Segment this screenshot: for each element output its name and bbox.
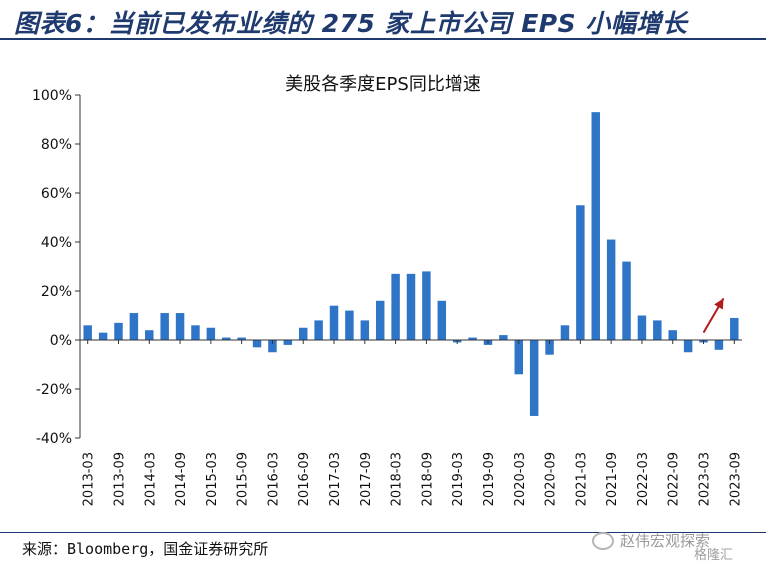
bar: [560, 325, 570, 340]
y-tick-label: 40%: [41, 235, 72, 251]
bar: [252, 340, 262, 348]
y-tick-label: 80%: [41, 137, 72, 153]
bar: [98, 332, 108, 340]
x-tick-label: 2013-09: [112, 452, 127, 506]
bar: [83, 325, 92, 340]
bar: [730, 317, 739, 340]
x-tick-label: 2022-03: [636, 452, 651, 506]
watermark: 赵伟宏观探索 格隆汇: [592, 530, 762, 563]
bar: [653, 320, 662, 340]
bar: [345, 310, 354, 340]
bar: [222, 337, 231, 340]
bar: [329, 305, 339, 340]
bar: [622, 261, 631, 340]
bar: [576, 205, 585, 340]
bar: [591, 112, 600, 341]
y-tick-label: 20%: [41, 284, 72, 300]
x-tick-label: 2016-03: [266, 452, 281, 506]
bar: [606, 239, 616, 340]
chart-title: 美股各季度EPS同比增速: [285, 74, 481, 95]
bar: [206, 327, 216, 340]
y-tick-label: 0%: [50, 333, 72, 349]
watermark-text: 赵伟宏观探索: [620, 532, 711, 550]
x-tick-label: 2014-09: [174, 452, 189, 506]
x-tick-label: 2022-09: [667, 452, 682, 506]
bar: [529, 340, 539, 416]
x-tick-label: 2015-09: [236, 452, 251, 506]
bar: [437, 300, 447, 340]
bar: [375, 300, 385, 340]
figure-title: 图表6：当前已发布业绩的 275 家上市公司 EPS 小幅增长: [14, 9, 688, 38]
y-tick-label: -40%: [36, 431, 72, 447]
bar: [499, 335, 508, 340]
bar: [422, 271, 431, 340]
bar: [514, 340, 524, 375]
bar: [360, 320, 370, 340]
x-tick-label: 2019-09: [482, 452, 497, 506]
bar: [283, 340, 293, 345]
x-tick-label: 2018-09: [420, 452, 435, 506]
bar: [714, 340, 724, 350]
bar: [298, 327, 308, 340]
x-tick-label: 2019-03: [451, 452, 466, 506]
wechat-icon: [592, 532, 614, 550]
bar: [545, 340, 554, 355]
y-tick-label: 60%: [41, 186, 72, 202]
y-tick-label: -20%: [36, 382, 72, 398]
figure-footer: 来源：Bloomberg，国金证券研究所 赵伟宏观探索 格隆汇: [0, 530, 766, 563]
bar: [129, 313, 139, 340]
x-tick-label: 2020-09: [544, 452, 559, 506]
bar: [468, 337, 477, 340]
bar: [114, 322, 123, 340]
y-tick-label: 100%: [32, 88, 72, 104]
footer-divider: [0, 532, 766, 533]
bar-chart: 100% 80% 60% 40% 20% 0% -20% -40% 2013-03 2013-09…: [32, 88, 743, 506]
bar: [683, 340, 693, 353]
bar: [668, 330, 677, 340]
x-tick-label: 2013-03: [82, 452, 97, 506]
bar: [268, 340, 277, 353]
bar: [175, 313, 185, 340]
bar: [314, 320, 323, 340]
source-note: 来源：Bloomberg，国金证券研究所: [22, 540, 269, 558]
bar: [191, 325, 200, 340]
bar: [391, 273, 400, 340]
bar: [237, 337, 246, 340]
trend-arrow-head: [714, 298, 724, 310]
x-tick-label: 2014-03: [143, 452, 158, 506]
x-tick-label: 2021-09: [605, 452, 620, 506]
watermark-sub: 格隆汇: [694, 548, 734, 563]
x-tick-label: 2016-09: [297, 452, 312, 506]
header-divider: [0, 38, 766, 40]
x-tick-label: 2018-03: [390, 452, 405, 506]
x-tick-label: 2023-03: [698, 452, 713, 506]
bar: [406, 273, 416, 340]
x-tick-label: 2023-09: [728, 452, 743, 506]
x-tick-label: 2017-09: [359, 452, 374, 506]
x-tick-label: 2021-03: [574, 452, 589, 506]
x-tick-label: 2017-03: [328, 452, 343, 506]
bar: [160, 313, 169, 340]
x-tick-label: 2015-03: [205, 452, 220, 506]
x-tick-label: 2020-03: [513, 452, 528, 506]
chart-area: 美股各季度EPS同比增速 100% 80% 60% 40% 20% 0% -20% -40% 2…: [0, 40, 766, 530]
figure-header: 图表6：当前已发布业绩的 275 家上市公司 EPS 小幅增长: [0, 0, 766, 40]
bar: [637, 315, 647, 340]
bar: [145, 330, 154, 340]
